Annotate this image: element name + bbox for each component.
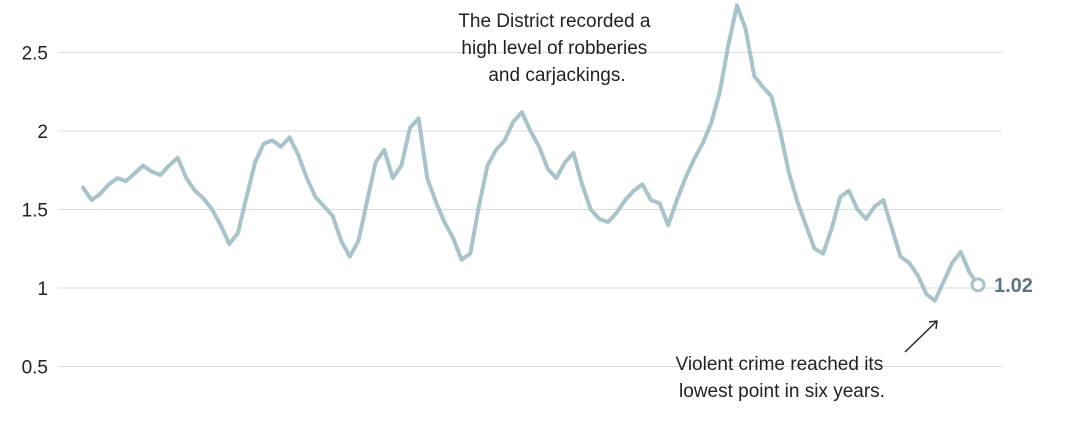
- top-annotation-line-2: high level of robberies: [461, 38, 647, 59]
- y-tick-label: 1.5: [22, 201, 48, 222]
- bottom-annotation-line-1: Violent crime reached its: [676, 354, 884, 375]
- end-value-label: 1.02: [994, 275, 1033, 297]
- y-axis-tick-labels: 2.5 2 1.5 1 0.5: [22, 44, 48, 379]
- series-line: [81, 3, 980, 303]
- y-tick-label: 2.5: [22, 44, 48, 65]
- top-annotation-line-3: and carjackings.: [488, 65, 625, 86]
- y-tick-label: 1: [37, 279, 48, 300]
- top-annotation: The District recorded a high level of ro…: [458, 11, 655, 86]
- top-annotation-line-1: The District recorded a: [458, 11, 651, 32]
- y-tick-label: 2: [37, 122, 48, 143]
- bottom-annotation: Violent crime reached its lowest point i…: [676, 354, 889, 402]
- gridlines: [58, 52, 1002, 367]
- y-tick-label: 0.5: [22, 358, 48, 379]
- end-point-marker: [970, 277, 986, 293]
- bottom-annotation-line-2: lowest point in six years.: [679, 381, 885, 402]
- series-layer: [81, 3, 980, 303]
- bottom-annotation-arrow: [904, 320, 938, 353]
